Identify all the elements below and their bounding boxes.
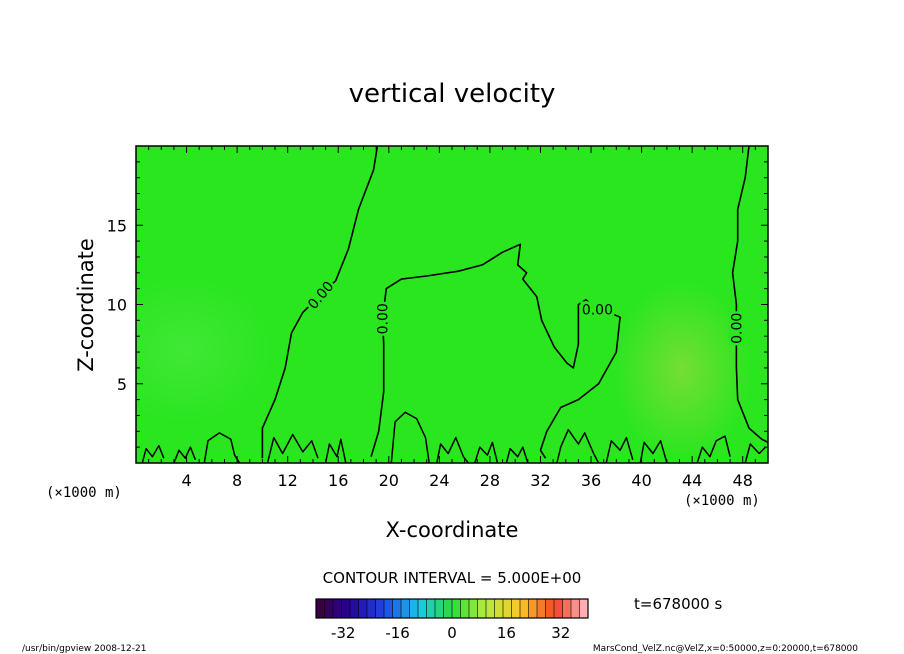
surface-contour-line bbox=[141, 444, 165, 463]
colorbar-swatch bbox=[333, 599, 342, 618]
surface-contour-line bbox=[390, 411, 430, 463]
contour-label-bg bbox=[580, 301, 615, 317]
colorbar-tick-label: 16 bbox=[497, 624, 516, 642]
footer-left: /usr/bin/gpview 2008-12-21 bbox=[22, 644, 146, 654]
surface-contour-line bbox=[436, 436, 469, 463]
colorbar-swatch bbox=[384, 599, 393, 618]
contour-label-text: 0.00 bbox=[729, 313, 745, 344]
y-tick-label: 5 bbox=[117, 375, 127, 394]
colorbar-swatch bbox=[486, 599, 495, 618]
colorbar-swatch bbox=[367, 599, 376, 618]
colorbar-swatch bbox=[477, 599, 487, 618]
contour-label-bg bbox=[728, 311, 744, 346]
colorbar bbox=[315, 598, 589, 619]
colorbar-swatch bbox=[537, 599, 546, 618]
contour-label-text: 0.00 bbox=[376, 303, 392, 334]
surface-contour-line bbox=[696, 435, 731, 463]
surface-contour-line bbox=[266, 433, 319, 463]
y-axis-label: Z-coordinate bbox=[74, 238, 98, 372]
surface-contour-line bbox=[744, 443, 767, 463]
x-unit-right: (×1000 m) bbox=[684, 493, 760, 509]
colorbar-swatch bbox=[409, 599, 419, 618]
zero-contour-line bbox=[370, 243, 621, 459]
surface-contour-line bbox=[203, 432, 241, 463]
colorbar-swatch bbox=[469, 599, 478, 618]
y-tick-label: 15 bbox=[107, 216, 127, 235]
surface-contour-line bbox=[505, 446, 529, 463]
x-tick-label: 28 bbox=[480, 471, 500, 490]
x-tick-label: 8 bbox=[232, 471, 242, 490]
colorbar-swatch bbox=[443, 599, 453, 618]
contour-label: 0.00 bbox=[728, 311, 745, 346]
colorbar-swatch bbox=[503, 599, 512, 618]
colorbar-tick-label: 32 bbox=[551, 624, 570, 642]
contour-label-bg bbox=[374, 301, 390, 336]
time-label: t=678000 s bbox=[634, 595, 722, 613]
field-shading-left bbox=[136, 275, 275, 425]
surface-contour-line bbox=[324, 438, 347, 463]
colorbar-tick-labels: -32 -16 0 16 32 bbox=[331, 624, 570, 642]
surface-contour-line bbox=[556, 428, 600, 463]
colorbar-swatch bbox=[435, 599, 444, 618]
surface-contour-line bbox=[639, 440, 668, 463]
x-tick-label: 4 bbox=[181, 471, 191, 490]
x-tick-label: 48 bbox=[733, 471, 753, 490]
colorbar-tick-label: -32 bbox=[331, 624, 356, 642]
colorbar-swatch bbox=[494, 599, 504, 618]
x-tick-label: 16 bbox=[328, 471, 348, 490]
x-tick-label: 44 bbox=[682, 471, 702, 490]
chart-title: vertical velocity bbox=[349, 79, 556, 109]
x-axis-label: X-coordinate bbox=[386, 518, 519, 542]
contour-label: 0.00 bbox=[374, 301, 392, 336]
surface-contour-line bbox=[474, 441, 499, 463]
colorbar-swatch bbox=[324, 599, 334, 618]
colorbar-swatch bbox=[341, 599, 351, 618]
colorbar-swatch bbox=[358, 599, 368, 618]
colorbar-swatch bbox=[562, 599, 572, 618]
colorbar-swatch bbox=[401, 599, 410, 618]
contour-label-bg bbox=[303, 276, 337, 313]
colorbar-swatch bbox=[392, 599, 402, 618]
footer-right: MarsCond_VelZ.nc@VelZ,x=0:50000,z=0:2000… bbox=[593, 644, 858, 654]
x-tick-label: 24 bbox=[429, 471, 449, 490]
colorbar-swatch bbox=[316, 599, 325, 618]
colorbar-swatch bbox=[452, 599, 461, 618]
colorbar-tick-label: 0 bbox=[447, 624, 457, 642]
contour-label: 0.00 bbox=[580, 301, 615, 318]
x-tick-label: 32 bbox=[530, 471, 550, 490]
colorbar-swatch bbox=[554, 599, 563, 618]
colorbar-tick-label: -16 bbox=[385, 624, 410, 642]
colorbar-swatch bbox=[426, 599, 436, 618]
contour-label-text: 0.00 bbox=[582, 302, 613, 318]
field-shading-right bbox=[612, 280, 752, 460]
surface-contour-line bbox=[173, 446, 197, 463]
plot-area: 0.000.00 0.000.00 4 8 12 16 20 24 28 32 36 40 44 48 … bbox=[107, 145, 769, 490]
x-tick-label: 12 bbox=[278, 471, 298, 490]
y-tick-label: 10 bbox=[107, 296, 127, 315]
colorbar-frame bbox=[315, 598, 589, 619]
colorbar-swatch bbox=[520, 599, 529, 618]
colorbar-swatch bbox=[528, 599, 538, 618]
colorbar-swatch bbox=[545, 599, 555, 618]
x-unit-left: (×1000 m) bbox=[46, 485, 122, 501]
x-tick-label: 40 bbox=[631, 471, 651, 490]
colorbar-swatch bbox=[418, 599, 427, 618]
colorbar-swatch bbox=[511, 599, 521, 618]
x-tick-label: 36 bbox=[581, 471, 601, 490]
x-tick-label: 20 bbox=[379, 471, 399, 490]
y-axis-ticks: 5 10 15 bbox=[107, 161, 768, 448]
colorbar-swatch bbox=[375, 599, 385, 618]
x-axis-ticks: 4 8 12 16 20 24 28 32 36 40 44 48 bbox=[148, 146, 756, 490]
colorbar-swatch bbox=[350, 599, 359, 618]
colorbar-swatch bbox=[579, 599, 589, 618]
surface-contour-line bbox=[605, 436, 634, 463]
colorbar-swatch bbox=[571, 599, 580, 618]
colorbar-swatch bbox=[460, 599, 470, 618]
contour-interval-label: CONTOUR INTERVAL = 5.000E+00 bbox=[323, 569, 582, 587]
